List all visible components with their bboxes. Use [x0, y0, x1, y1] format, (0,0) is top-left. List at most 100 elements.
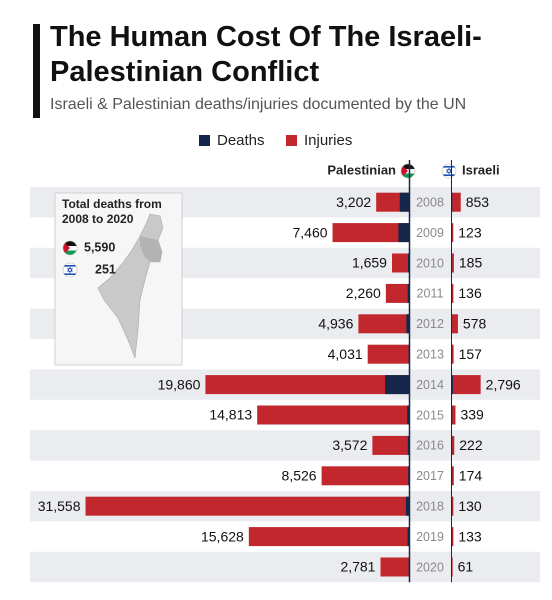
value-label: 61: [458, 559, 474, 575]
value-label: 157: [459, 346, 483, 362]
bar-deaths: [407, 283, 409, 303]
flag-israel: [442, 164, 456, 178]
row-stripe: [30, 430, 540, 461]
value-label: 15,628: [201, 528, 244, 544]
bar-total: [257, 405, 409, 425]
value-label: 174: [459, 468, 483, 484]
bar-deaths: [407, 405, 409, 425]
value-label: 133: [458, 528, 482, 544]
bar-total: [452, 466, 454, 486]
bar-deaths: [406, 314, 409, 334]
year-label: 2015: [416, 408, 444, 422]
year-label: 2020: [416, 560, 444, 574]
legend: Deaths Injuries: [199, 132, 352, 149]
legend-label: Injuries: [304, 132, 352, 149]
inset-value: 251: [95, 262, 116, 276]
chart-title: The Human Cost Of The Israeli-Palestinia…: [50, 21, 482, 88]
bar-total: [248, 527, 409, 547]
bar-deaths: [407, 527, 409, 547]
legend-label: Deaths: [217, 132, 265, 149]
bar-deaths: [385, 375, 409, 395]
bar-total: [372, 435, 409, 455]
value-label: 31,558: [38, 498, 81, 514]
inset: 5,590 251: [54, 192, 183, 366]
value-label: 1,659: [352, 255, 387, 271]
value-label: 4,936: [318, 316, 353, 332]
bar-total: [321, 466, 409, 486]
value-label: 19,860: [158, 376, 201, 392]
bar-deaths: [408, 253, 409, 273]
bar-total: [452, 527, 454, 547]
bar-total: [452, 344, 454, 364]
bar-total: [452, 253, 454, 273]
value-label: 2,781: [340, 559, 375, 575]
side-header: Israeli: [462, 162, 500, 177]
value-label: 2,796: [486, 376, 521, 392]
inset-map-region: [140, 236, 162, 262]
value-label: 4,031: [328, 346, 363, 362]
bar-total: [452, 405, 456, 425]
bar-total: [358, 314, 409, 334]
value-label: 130: [458, 498, 482, 514]
value-label: 185: [459, 255, 483, 271]
value-label: 7,460: [292, 224, 327, 240]
value-label: 578: [463, 316, 487, 332]
bar-deaths: [405, 496, 409, 516]
value-label: 3,572: [332, 437, 367, 453]
row-stripe: [30, 551, 540, 583]
bar-total: [452, 435, 455, 455]
bar-deaths: [407, 435, 409, 455]
flag-israel: [63, 263, 77, 277]
bar-deaths: [399, 192, 409, 212]
bar-total: [391, 253, 409, 273]
bar-total: [452, 557, 453, 577]
bar-total: [452, 192, 461, 212]
year-label: 2019: [416, 530, 444, 544]
bar-total: [452, 314, 458, 334]
year-label: 2016: [416, 439, 444, 453]
chart-subtitle: Israeli & Palestinian deaths/injuries do…: [50, 96, 467, 113]
flag-palestine: [63, 241, 77, 256]
legend-swatch: [286, 135, 297, 146]
year-label: 2008: [416, 195, 444, 209]
legend-swatch: [199, 135, 210, 146]
year-label: 2017: [416, 469, 444, 483]
bar-total: [452, 375, 481, 395]
year-label: 2011: [417, 287, 444, 301]
value-label: 3,202: [336, 194, 371, 210]
bar-deaths: [452, 375, 453, 395]
year-label: 2018: [416, 499, 444, 513]
title-accent: [33, 24, 40, 118]
year-label: 2012: [416, 317, 444, 331]
value-label: 222: [459, 437, 483, 453]
bar-deaths: [398, 223, 409, 243]
bar-total: [452, 283, 454, 303]
side-header: Palestinian: [327, 162, 396, 177]
bar-total: [332, 223, 409, 243]
bar-total: [205, 375, 409, 395]
year-label: 2010: [416, 256, 444, 270]
value-label: 339: [460, 407, 484, 423]
bar-total: [452, 496, 454, 516]
bar-total: [380, 557, 409, 577]
bar-total: [452, 223, 454, 243]
bar-total: [385, 283, 409, 303]
bar-deaths: [408, 466, 409, 486]
flag-palestine: [401, 164, 415, 179]
year-label: 2014: [416, 378, 444, 392]
inset-value: 5,590: [84, 240, 115, 254]
value-label: 8,526: [282, 468, 317, 484]
year-label: 2009: [416, 226, 444, 240]
value-label: 123: [458, 224, 482, 240]
bar-total: [85, 496, 409, 516]
inset-title: Total deaths from 2008 to 2020: [62, 197, 162, 226]
value-label: 14,813: [209, 407, 252, 423]
year-label: 2013: [416, 347, 444, 361]
bar-total: [367, 344, 409, 364]
plot: Palestinian Israeli 2008 3,202 853 2009 7,460 1…: [38, 160, 521, 583]
value-label: 853: [466, 194, 490, 210]
value-label: 2,260: [346, 285, 381, 301]
value-label: 136: [458, 285, 482, 301]
